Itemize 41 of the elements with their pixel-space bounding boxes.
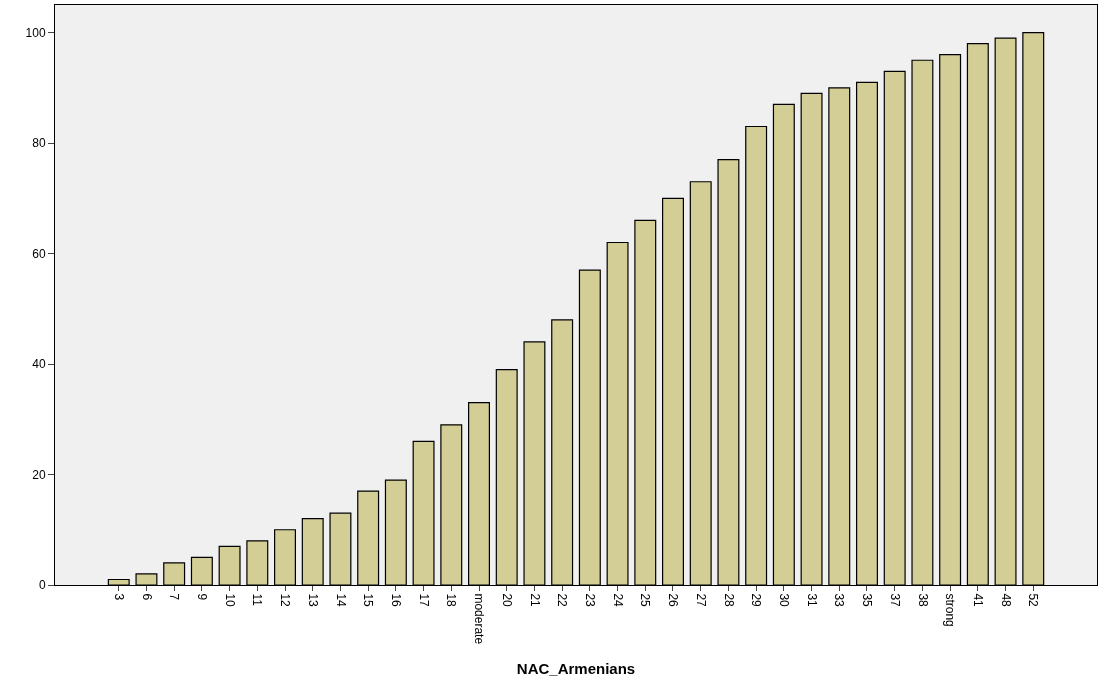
- y-tick-label: 40: [32, 357, 46, 372]
- x-tick-label: 25: [638, 593, 653, 608]
- x-tick-label: 41: [970, 593, 985, 608]
- x-tick-label: 35: [860, 593, 875, 608]
- x-tick-label: 3: [111, 593, 126, 601]
- x-tick-label: 20: [499, 593, 514, 608]
- y-tick-label: 20: [32, 467, 46, 482]
- y-tick-label: 100: [25, 25, 46, 40]
- x-tick-label: 18: [444, 593, 459, 608]
- x-tick-label: 27: [693, 593, 708, 608]
- x-tick-label: 9: [194, 593, 209, 601]
- x-tick-label: 6: [139, 593, 154, 601]
- x-tick-label: 29: [749, 593, 764, 608]
- y-tick-label: 80: [32, 136, 46, 151]
- y-tick-label: 0: [38, 578, 46, 593]
- x-tick-label: 28: [721, 593, 736, 608]
- x-tick-label: 37: [887, 593, 902, 608]
- x-tick-label: 52: [1026, 593, 1041, 608]
- x-tick-label: 14: [333, 593, 348, 608]
- x-tick-label: 15: [361, 593, 376, 608]
- x-tick-label: 23: [582, 593, 597, 608]
- x-tick-label: strong: [943, 593, 958, 627]
- y-tick-label: 60: [32, 246, 46, 261]
- x-axis-title: NAC_Armenians: [516, 660, 636, 678]
- x-tick-label: 22: [555, 593, 570, 608]
- x-tick-label: 33: [832, 593, 847, 608]
- x-tick-label: 38: [915, 593, 930, 608]
- x-tick-label: 13: [305, 593, 320, 608]
- x-tick-label: 26: [666, 593, 681, 608]
- x-tick-label: 30: [776, 593, 791, 608]
- x-tick-label: moderate: [472, 593, 487, 645]
- x-tick-label: 16: [388, 593, 403, 608]
- x-tick-label: 48: [998, 593, 1013, 608]
- x-tick-label: 21: [527, 593, 542, 608]
- x-tick-label: 17: [416, 593, 431, 608]
- x-tick-label: 31: [804, 593, 819, 608]
- x-tick-label: 11: [250, 593, 265, 607]
- x-tick-label: 7: [167, 593, 182, 601]
- x-tick-label: 24: [610, 593, 625, 608]
- x-tick-label: 12: [278, 593, 293, 608]
- x-tick-label: 10: [222, 593, 237, 608]
